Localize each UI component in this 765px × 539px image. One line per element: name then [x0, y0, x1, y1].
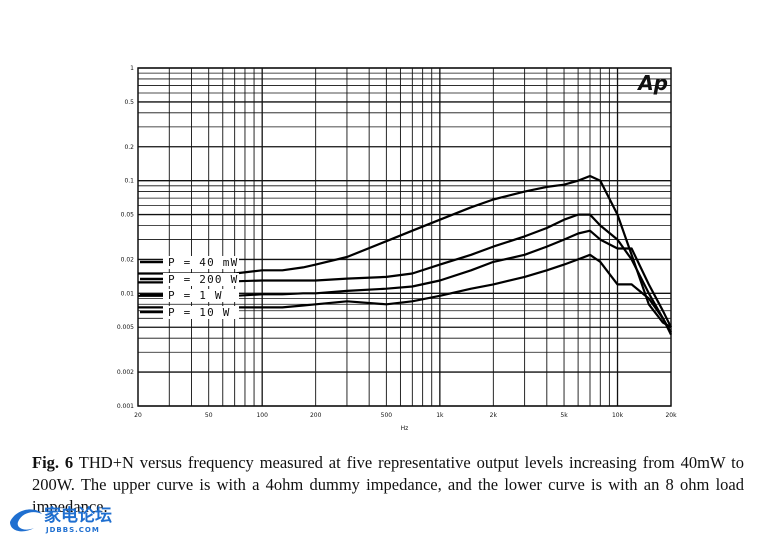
- y-tick-label: 0.002: [117, 369, 134, 376]
- figure-label: Fig. 6: [32, 453, 74, 472]
- y-tick-label: 1: [130, 65, 134, 72]
- y-tick-label: 0.005: [117, 324, 134, 331]
- ap-logo: Ap: [636, 71, 668, 95]
- x-tick-labels: 20 50 100 200 500 1k 2k 5k 10k 20k: [134, 412, 677, 419]
- x-tick-label: 10k: [612, 412, 624, 419]
- legend-label: P = 200 W: [168, 273, 238, 286]
- legend-label: P = 10 W: [168, 306, 231, 319]
- figure-caption: Fig. 6 THD+N versus frequency measured a…: [32, 452, 744, 518]
- x-tick-label: 20k: [665, 412, 677, 419]
- x-tick-label: 1k: [436, 412, 444, 419]
- x-tick-label: 200: [310, 412, 322, 419]
- x-tick-label: 500: [381, 412, 393, 419]
- thd-curves: [138, 174, 672, 336]
- thd-curve: [138, 229, 672, 328]
- legend-background: [163, 306, 239, 319]
- chart-grid: [137, 67, 672, 407]
- y-tick-label: 0.02: [121, 256, 135, 263]
- caption-text: THD+N versus frequency measured at five …: [32, 453, 744, 516]
- legend-background: [163, 289, 239, 302]
- watermark-text: 家电论坛: [44, 505, 112, 526]
- y-tick-labels: 1 0.5 0.2 0.1 0.05 0.02 0.01 0.005 0.002 0.001: [117, 65, 134, 410]
- x-axis-label: Hz: [401, 425, 409, 432]
- y-tick-label: 0.01: [121, 290, 135, 297]
- thd-curve: [138, 174, 672, 329]
- legend-background: [163, 256, 239, 269]
- site-watermark: 家电论坛 JDBBS.COM: [10, 505, 112, 534]
- x-tick-label: 20: [134, 412, 142, 419]
- y-tick-label: 0.001: [117, 403, 134, 410]
- x-tick-label: 5k: [560, 412, 568, 419]
- y-tick-label: 0.1: [124, 178, 134, 185]
- thd-frequency-chart: 1 0.5 0.2 0.1 0.05 0.02 0.01 0.005 0.002 0.001 20…: [117, 65, 677, 432]
- legend: P = 40 mW P = 200 W P = 1 W P = 10 W: [140, 256, 239, 319]
- watermark-swoosh-icon: [10, 509, 42, 532]
- legend-label: P = 1 W: [168, 289, 223, 302]
- thd-curve: [138, 253, 672, 336]
- x-tick-label: 50: [205, 412, 213, 419]
- y-tick-label: 0.2: [124, 144, 134, 151]
- y-tick-label: 0.5: [124, 99, 134, 106]
- x-tick-label: 100: [256, 412, 268, 419]
- y-tick-label: 0.05: [121, 212, 135, 219]
- thd-curve: [138, 213, 672, 333]
- legend-background: [163, 273, 239, 286]
- watermark-sub: JDBBS.COM: [45, 526, 100, 534]
- legend-label: P = 40 mW: [168, 256, 238, 269]
- plot-frame: [137, 67, 672, 407]
- x-tick-label: 2k: [490, 412, 498, 419]
